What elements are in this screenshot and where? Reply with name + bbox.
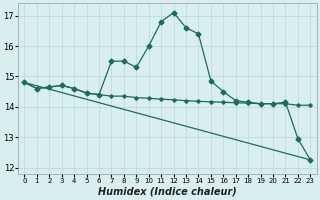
X-axis label: Humidex (Indice chaleur): Humidex (Indice chaleur)	[98, 187, 237, 197]
